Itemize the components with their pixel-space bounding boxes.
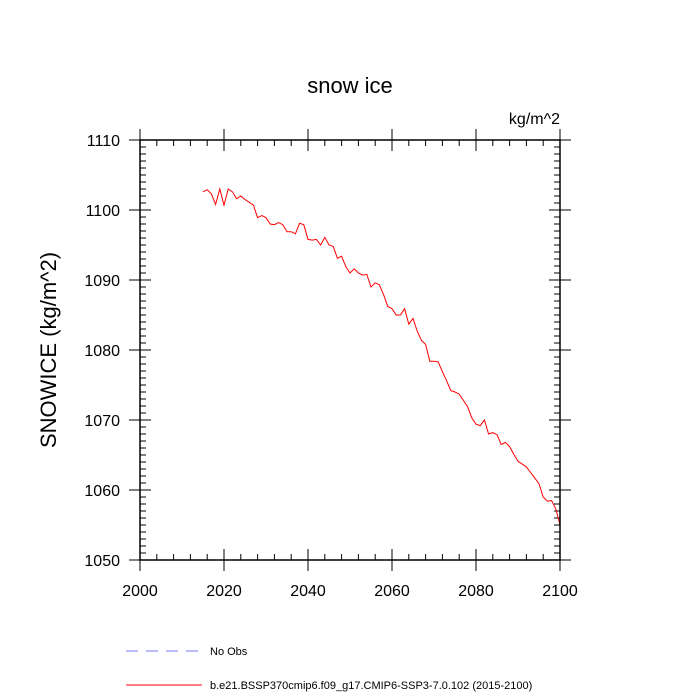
- legend-model-label: b.e21.BSSP370cmip6.f09_g17.CMIP6-SSP3-7.…: [210, 680, 532, 692]
- y-tick-label: 1100: [86, 203, 121, 220]
- units-label: kg/m^2: [509, 111, 560, 128]
- y-tick-label: 1080: [84, 343, 120, 360]
- y-tick-label: 1110: [87, 133, 120, 150]
- axis-tick-labels: 1050 1060 1070 1080 1090 1100 1110 2000 2020 2040…: [84, 133, 577, 600]
- x-tick-label: 2020: [206, 583, 242, 600]
- x-tick-label: 2000: [122, 583, 158, 600]
- legend-obs-label: No Obs: [210, 646, 248, 658]
- y-tick-label: 1070: [84, 413, 120, 430]
- legend: No Obs b.e21.BSSP370cmip6.f09_g17.CMIP6-…: [126, 646, 532, 692]
- y-tick-label: 1050: [84, 553, 120, 570]
- y-axis-label: SNOWICE (kg/m^2): [36, 252, 61, 448]
- plot-frame: [139, 139, 561, 561]
- chart-title: snow ice: [307, 73, 393, 98]
- y-tick-label: 1060: [84, 483, 120, 500]
- x-tick-label: 2100: [542, 583, 578, 600]
- model-series-line: [202, 187, 561, 526]
- axis-ticks: [129, 129, 571, 571]
- y-tick-label: 1090: [84, 273, 120, 290]
- x-tick-label: 2040: [290, 583, 326, 600]
- x-tick-label: 2080: [458, 583, 494, 600]
- plot-lines: [202, 187, 561, 526]
- x-tick-label: 2060: [374, 583, 410, 600]
